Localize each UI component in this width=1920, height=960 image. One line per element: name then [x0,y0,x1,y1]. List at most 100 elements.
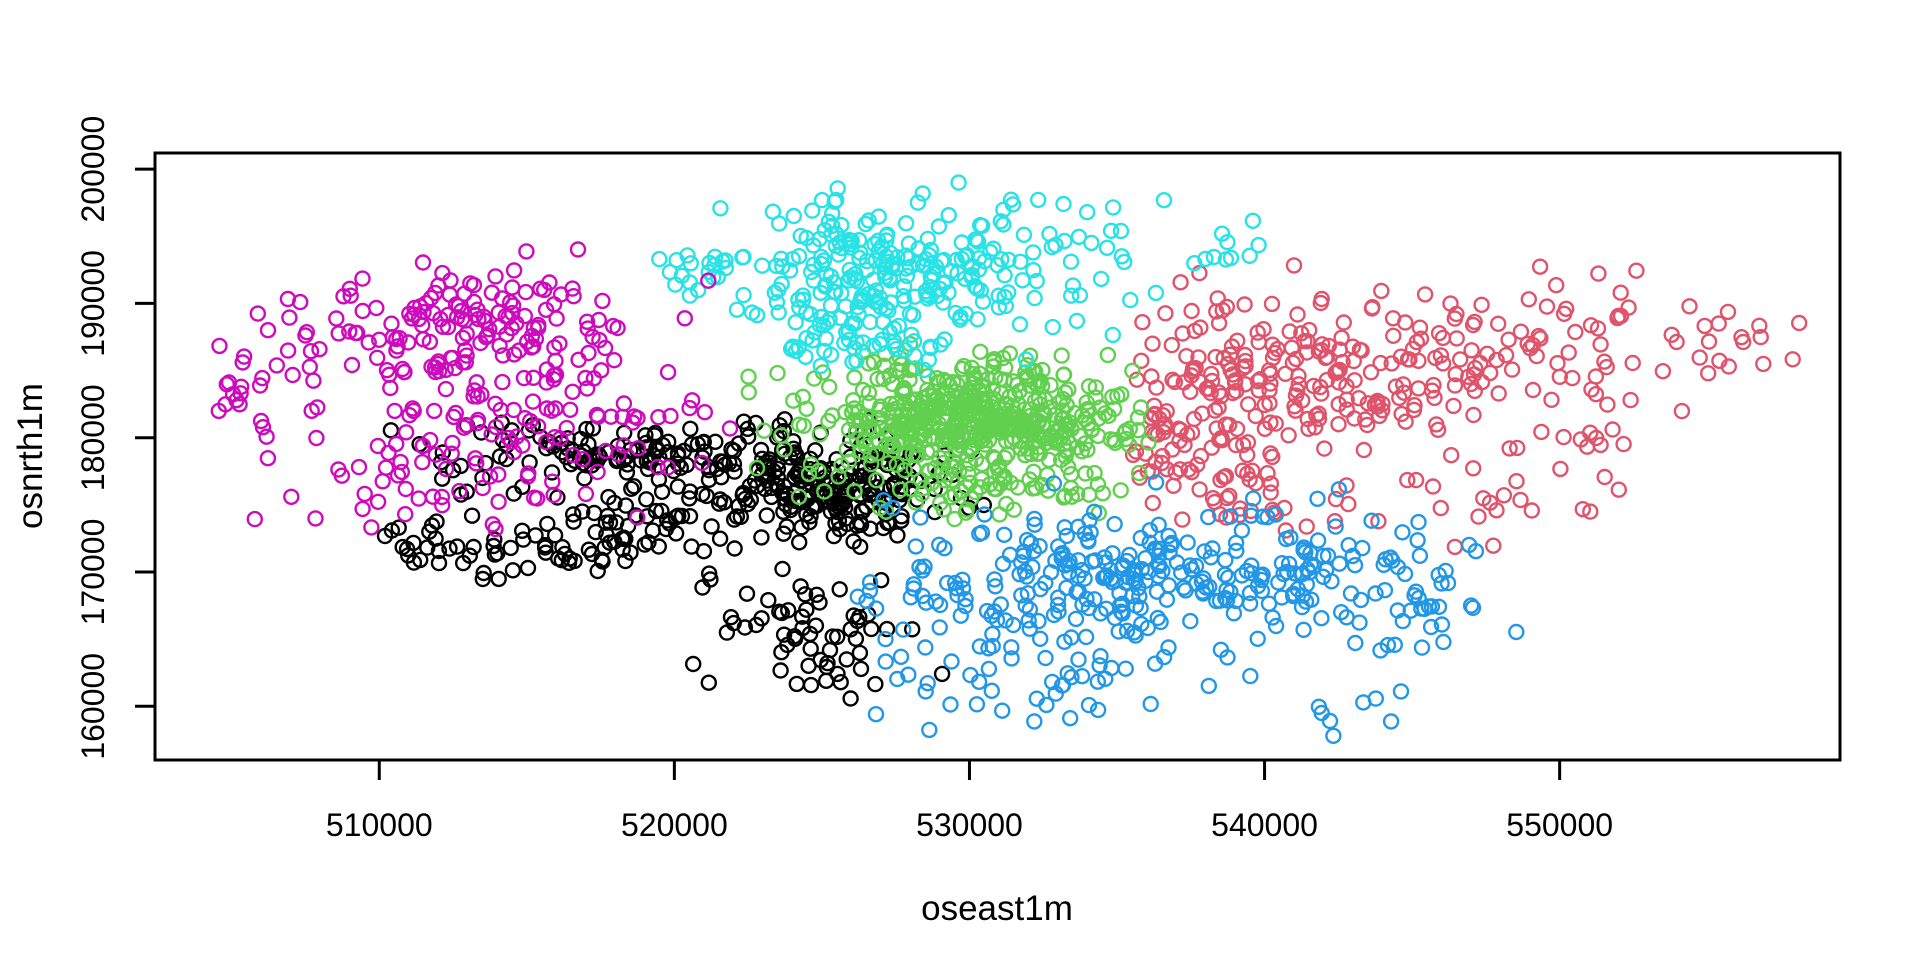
data-point [1098,600,1115,617]
data-point [829,503,846,521]
data-point [1174,325,1191,342]
data-point [861,582,879,599]
data-point [1260,362,1278,379]
x-axis-ticks [377,760,1562,780]
data-point [1338,401,1356,418]
data-point [1058,527,1076,545]
data-point [390,519,407,536]
data-point [840,272,857,289]
data-point [1133,352,1150,369]
data-point [917,683,934,700]
data-point [955,357,972,375]
data-point [758,507,775,524]
data-point [1326,513,1344,530]
data-point [1015,226,1033,244]
data-point [565,506,582,523]
data-point [472,334,489,352]
data-point [653,483,671,500]
data-point [1478,345,1496,362]
data-point [1370,513,1387,530]
data-point [696,404,713,421]
data-point [840,453,857,470]
y-tick-label: 170000 [75,519,111,626]
data-point [589,463,606,481]
data-point [258,428,275,445]
x-tick-label: 530000 [916,807,1023,843]
data-point [624,414,641,431]
data-point [976,436,994,453]
data-point [948,388,965,405]
data-point [406,299,423,317]
data-point [797,348,814,365]
data-point [825,283,842,300]
data-point [1025,463,1042,480]
data-point [301,358,318,376]
data-point [550,550,567,567]
data-point [1321,712,1339,730]
data-point [721,454,738,471]
data-point [1610,481,1628,498]
data-point [846,270,863,288]
data-point [786,628,803,645]
data-point [830,246,847,263]
data-point [1293,325,1310,342]
data-point [774,258,791,275]
data-point [816,342,833,360]
data-point [1233,522,1251,539]
data-point [1154,448,1171,465]
data-point [972,343,989,360]
data-point [1259,465,1276,482]
data-point [594,292,611,310]
data-point [551,335,568,352]
data-point [991,413,1008,430]
data-point [1186,255,1203,272]
data-point [1115,253,1133,271]
data-point [246,510,264,528]
data-point [578,313,596,330]
data-point [490,570,507,588]
data-point [1130,464,1148,482]
data-point [259,322,277,339]
data-point [942,489,960,506]
data-point [1255,321,1272,338]
data-point [1524,381,1542,399]
data-point [1129,409,1147,426]
data-point [1024,244,1042,261]
data-point [1430,598,1448,615]
data-point [1087,389,1104,406]
data-point [530,319,547,336]
data-point [354,270,371,287]
data-point [1250,236,1267,254]
data-point [597,514,615,531]
data-point [974,293,992,310]
data-point [1045,475,1063,492]
data-point [382,422,400,439]
data-point [1047,685,1065,702]
data-point [651,449,668,466]
data-point [1213,225,1231,242]
data-point [953,250,970,268]
data-point [849,298,866,316]
data-point [1555,305,1573,322]
y-tick-label: 160000 [75,653,111,760]
data-point [707,433,724,450]
data-point [1222,361,1239,379]
data-point [943,653,960,670]
data-point [1313,290,1330,308]
data-point [328,310,345,327]
data-point [1069,485,1086,503]
data-point [502,539,519,557]
data-point [1067,610,1085,628]
data-point [920,387,937,404]
data-point [1028,272,1045,290]
data-point [1112,222,1130,240]
data-point [753,529,770,546]
data-point [685,655,702,673]
data-point [494,373,511,391]
data-point [405,402,422,420]
data-point [514,522,531,539]
data-point [1592,336,1609,353]
data-point [1055,195,1072,213]
data-point [1512,323,1530,340]
